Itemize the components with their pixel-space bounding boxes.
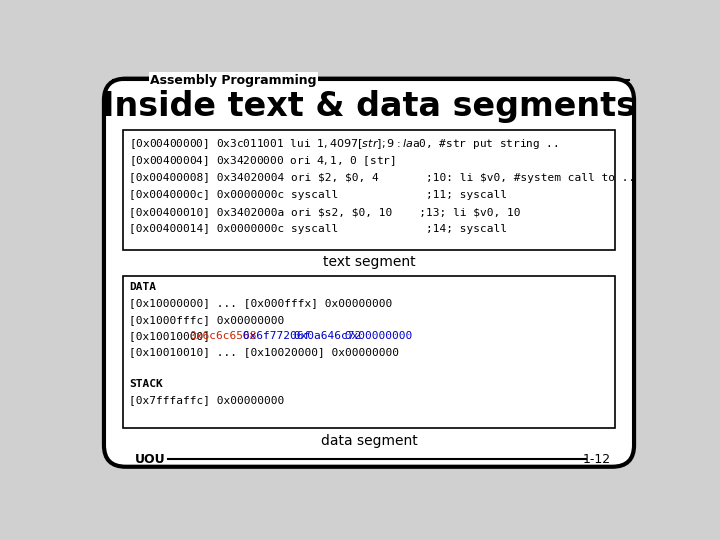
Text: [0x7fffaffc] 0x00000000: [0x7fffaffc] 0x00000000 (129, 395, 284, 406)
FancyBboxPatch shape (104, 79, 634, 467)
FancyBboxPatch shape (122, 130, 616, 249)
Text: [0x10000000] ... [0x000fffx] 0x00000000: [0x10000000] ... [0x000fffx] 0x00000000 (129, 299, 392, 308)
Text: Assembly Programming: Assembly Programming (150, 73, 317, 87)
Text: STACK: STACK (129, 379, 163, 389)
Text: [0x00400008] 0x34020004 ori $2, $0, 4       ;10: li $v0, #system call to ..: [0x00400008] 0x34020004 ori $2, $0, 4 ;1… (129, 173, 635, 183)
FancyBboxPatch shape (122, 276, 616, 428)
Text: [0x00400010] 0x3402000a ori $s2, $0, 10    ;13; li $v0, 10: [0x00400010] 0x3402000a ori $s2, $0, 10 … (129, 207, 521, 217)
Text: [0x10010010] ... [0x10020000] 0x00000000: [0x10010010] ... [0x10020000] 0x00000000 (129, 347, 399, 357)
Text: [0x0040000c] 0x0000000c syscall             ;11; syscall: [0x0040000c] 0x0000000c syscall ;11; sys… (129, 190, 507, 200)
Text: 0x00000000: 0x00000000 (338, 331, 413, 341)
Text: 0x0a646c72: 0x0a646c72 (287, 331, 361, 341)
Text: Inside text & data segments: Inside text & data segments (102, 90, 636, 123)
Text: text segment: text segment (323, 255, 415, 269)
Text: 0x6f77206f: 0x6f77206f (235, 331, 310, 341)
Text: [0x10010000]: [0x10010000] (129, 331, 217, 341)
Text: [0x00400014] 0x0000000c syscall             ;14; syscall: [0x00400014] 0x0000000c syscall ;14; sys… (129, 224, 507, 234)
Text: data segment: data segment (320, 434, 418, 448)
Text: [0x00400000] 0x3c011001 lui $1, 4097 [str] ;9: la $a0, #str put string ..: [0x00400000] 0x3c011001 lui $1, 4097 [st… (129, 137, 559, 151)
Text: [0x00400004] 0x34200000 ori $4, $1, 0 [str]: [0x00400004] 0x34200000 ori $4, $1, 0 [s… (129, 154, 395, 168)
Text: [0x1000fffc] 0x00000000: [0x1000fffc] 0x00000000 (129, 315, 284, 325)
Text: 1-12: 1-12 (582, 453, 611, 465)
Text: DATA: DATA (129, 282, 156, 292)
Text: UOU: UOU (135, 453, 166, 465)
Text: 0x6c6c6568: 0x6c6c6568 (189, 331, 257, 341)
